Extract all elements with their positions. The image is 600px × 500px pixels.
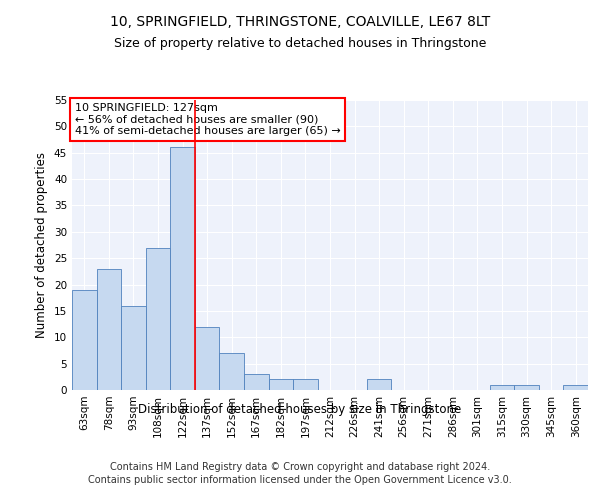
Bar bbox=[367, 380, 391, 390]
Bar bbox=[490, 384, 514, 390]
Bar bbox=[97, 268, 121, 390]
Bar bbox=[121, 306, 146, 390]
Bar bbox=[146, 248, 170, 390]
Text: 10, SPRINGFIELD, THRINGSTONE, COALVILLE, LE67 8LT: 10, SPRINGFIELD, THRINGSTONE, COALVILLE,… bbox=[110, 15, 490, 29]
Bar bbox=[293, 380, 318, 390]
Text: Contains HM Land Registry data © Crown copyright and database right 2024.
Contai: Contains HM Land Registry data © Crown c… bbox=[88, 462, 512, 485]
Text: 10 SPRINGFIELD: 127sqm
← 56% of detached houses are smaller (90)
41% of semi-det: 10 SPRINGFIELD: 127sqm ← 56% of detached… bbox=[74, 103, 340, 136]
Bar bbox=[72, 290, 97, 390]
Y-axis label: Number of detached properties: Number of detached properties bbox=[35, 152, 49, 338]
Bar bbox=[170, 148, 195, 390]
Bar bbox=[220, 353, 244, 390]
Text: Distribution of detached houses by size in Thringstone: Distribution of detached houses by size … bbox=[139, 402, 461, 415]
Bar bbox=[563, 384, 588, 390]
Bar bbox=[514, 384, 539, 390]
Bar bbox=[195, 326, 220, 390]
Bar bbox=[269, 380, 293, 390]
Text: Size of property relative to detached houses in Thringstone: Size of property relative to detached ho… bbox=[114, 38, 486, 51]
Bar bbox=[244, 374, 269, 390]
